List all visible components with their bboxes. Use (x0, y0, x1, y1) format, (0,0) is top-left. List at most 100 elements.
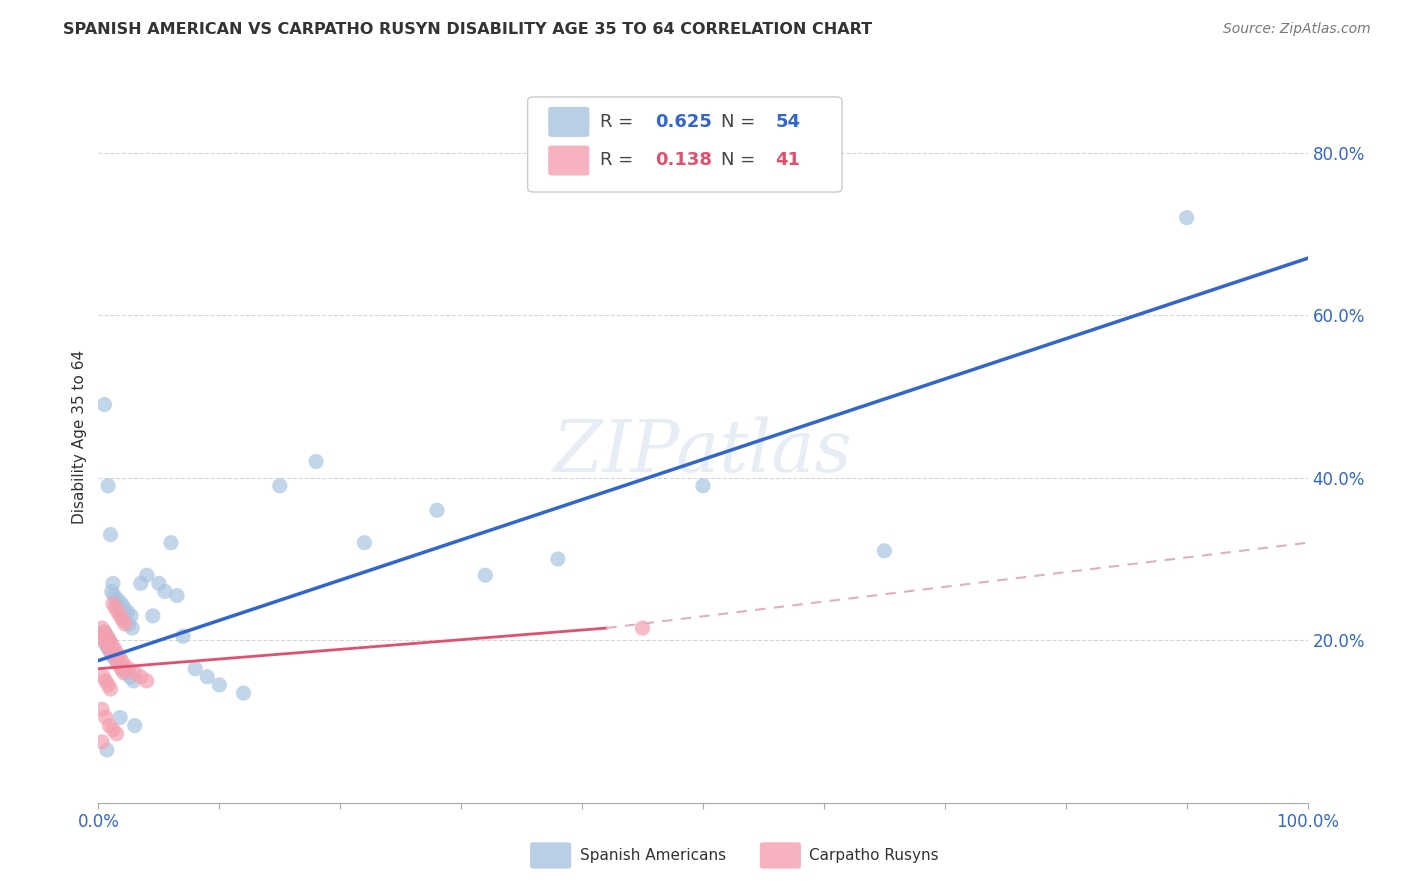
Point (692, 479, 714, 493)
Point (112, 657, 135, 672)
Point (121, 621, 143, 635)
Text: R =: R = (600, 151, 640, 169)
FancyBboxPatch shape (530, 842, 571, 869)
Point (91, 735, 114, 749)
Text: R =: R = (600, 112, 640, 130)
Point (122, 673, 145, 688)
Point (105, 597, 128, 611)
Point (108, 657, 131, 672)
Point (108, 608, 131, 623)
Point (114, 617, 136, 632)
Point (110, 662, 132, 676)
Point (97, 641, 120, 656)
Point (97, 678, 120, 692)
Point (142, 608, 165, 623)
Point (104, 600, 127, 615)
Text: 54: 54 (776, 112, 800, 130)
Point (100, 637, 122, 651)
Point (232, 686, 254, 700)
FancyBboxPatch shape (548, 107, 589, 136)
Point (91, 670, 114, 684)
Point (135, 568, 157, 582)
Point (107, 605, 129, 619)
Text: Source: ZipAtlas.com: Source: ZipAtlas.com (1223, 22, 1371, 37)
Point (111, 613, 134, 627)
Point (100, 645, 122, 659)
Point (114, 613, 136, 627)
Point (117, 605, 139, 619)
Point (547, 552, 569, 566)
Point (873, 544, 896, 558)
Point (129, 670, 152, 684)
Point (305, 454, 328, 468)
Point (172, 629, 194, 643)
Point (93, 398, 115, 412)
Point (120, 608, 142, 623)
Point (96, 743, 118, 757)
Point (118, 617, 141, 632)
Point (105, 645, 128, 659)
Point (474, 568, 496, 582)
Point (94, 637, 117, 651)
Point (97, 479, 120, 493)
FancyBboxPatch shape (759, 842, 801, 869)
Point (166, 589, 188, 603)
Point (100, 527, 122, 541)
Point (91, 702, 114, 716)
Point (112, 600, 135, 615)
Point (93, 633, 115, 648)
Point (148, 576, 170, 591)
Point (353, 535, 375, 549)
Point (208, 678, 231, 692)
Point (108, 649, 131, 664)
Point (426, 503, 449, 517)
Point (96, 637, 118, 651)
Point (98, 718, 121, 732)
Point (118, 662, 141, 676)
Point (91, 621, 114, 635)
Text: Carpatho Rusyns: Carpatho Rusyns (810, 848, 939, 863)
Point (124, 718, 146, 732)
Point (107, 592, 129, 607)
Text: 0.138: 0.138 (655, 151, 711, 169)
Text: Spanish Americans: Spanish Americans (579, 848, 725, 863)
Point (111, 662, 134, 676)
Point (110, 654, 132, 668)
Point (101, 576, 124, 591)
Text: ZIPatlas: ZIPatlas (553, 417, 853, 487)
Text: 41: 41 (776, 151, 800, 169)
Text: N =: N = (721, 151, 761, 169)
Point (112, 665, 135, 680)
Y-axis label: Disability Age 35 to 64: Disability Age 35 to 64 (72, 350, 87, 524)
Point (100, 584, 122, 599)
Point (118, 670, 141, 684)
Point (96, 629, 118, 643)
Point (91, 629, 114, 643)
Point (184, 662, 207, 676)
Point (96, 629, 118, 643)
Point (101, 723, 124, 737)
Point (135, 673, 157, 688)
Point (110, 597, 132, 611)
Text: 0.625: 0.625 (655, 112, 711, 130)
Point (94, 673, 117, 688)
Text: SPANISH AMERICAN VS CARPATHO RUSYN DISABILITY AGE 35 TO 64 CORRELATION CHART: SPANISH AMERICAN VS CARPATHO RUSYN DISAB… (63, 22, 872, 37)
Point (160, 535, 183, 549)
Point (93, 625, 115, 640)
Point (101, 649, 124, 664)
Point (101, 597, 124, 611)
Point (1175, 211, 1198, 225)
Point (100, 681, 122, 696)
Point (105, 654, 128, 668)
Point (103, 589, 125, 603)
Point (105, 727, 128, 741)
Point (108, 657, 131, 672)
Point (98, 633, 121, 648)
Point (93, 625, 115, 640)
Point (105, 654, 128, 668)
Point (100, 645, 122, 659)
Point (103, 641, 125, 656)
Point (129, 576, 152, 591)
FancyBboxPatch shape (527, 97, 842, 192)
FancyBboxPatch shape (548, 145, 589, 176)
